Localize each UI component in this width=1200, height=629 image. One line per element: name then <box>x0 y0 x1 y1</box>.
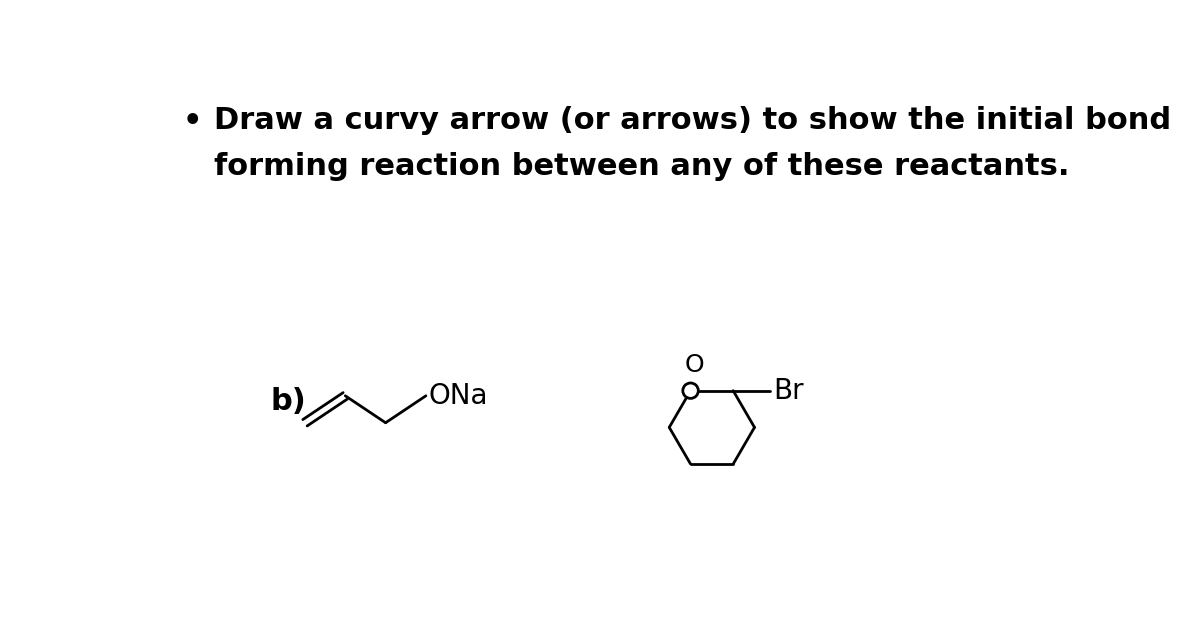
Circle shape <box>683 383 698 398</box>
Text: Draw a curvy arrow (or arrows) to show the initial bond: Draw a curvy arrow (or arrows) to show t… <box>214 106 1171 135</box>
Text: forming reaction between any of these reactants.: forming reaction between any of these re… <box>214 152 1069 181</box>
Text: Br: Br <box>774 377 804 404</box>
Text: •: • <box>182 107 202 136</box>
Text: b): b) <box>270 387 306 416</box>
Text: O: O <box>685 353 704 377</box>
Text: ONa: ONa <box>430 382 488 410</box>
